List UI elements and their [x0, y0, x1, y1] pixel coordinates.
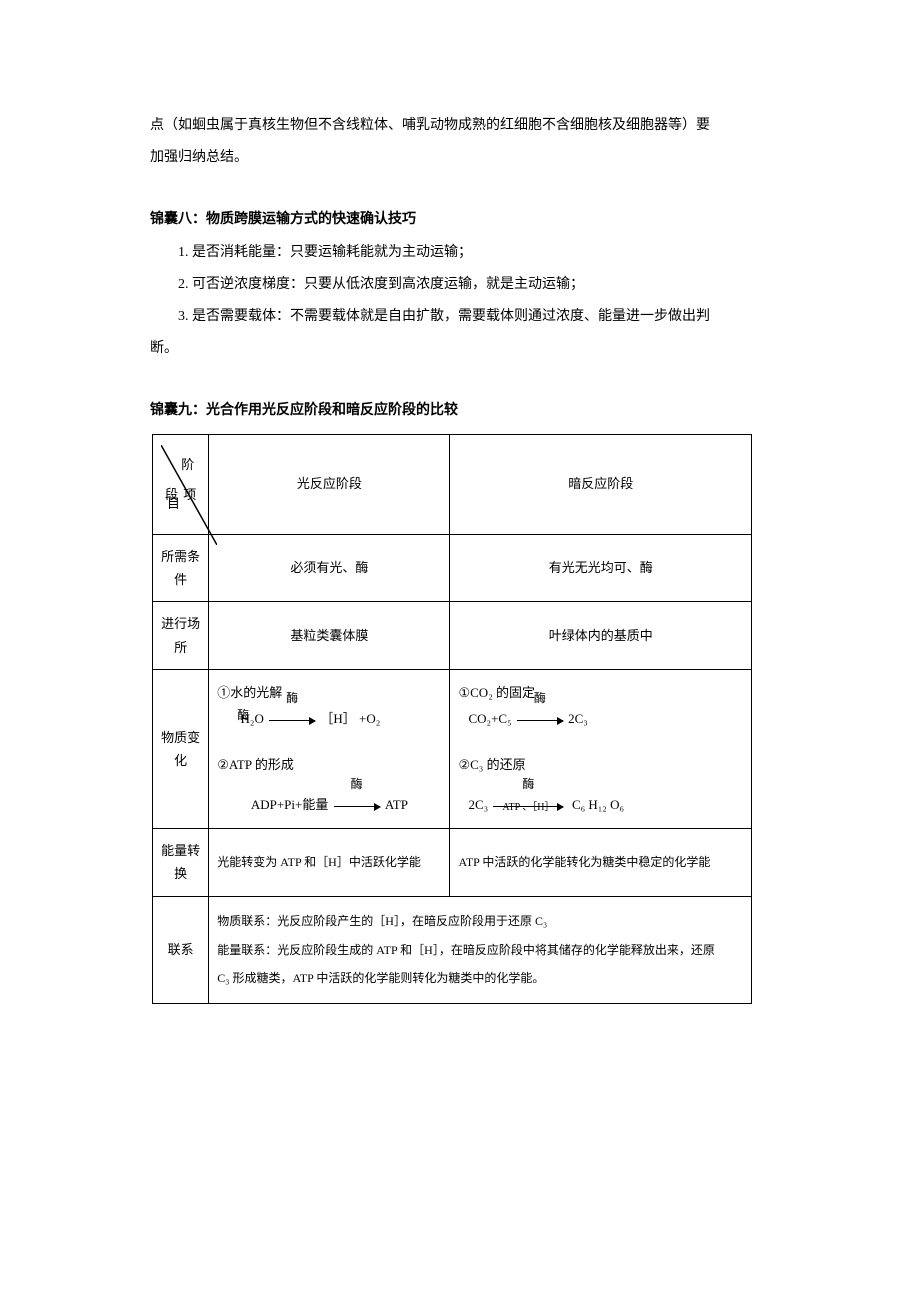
spacer — [217, 732, 441, 752]
table-header-light: 光反应阶段 — [209, 434, 450, 534]
energy-light: 光能转变为 ATP 和［H］中活跃化学能 — [209, 829, 450, 897]
arrow-wrap4: 酶 ATP 、［H］ — [491, 792, 565, 818]
light-b-title: ②ATP 的形成 — [217, 752, 441, 778]
dark-b-right: C₆ H₁₂ O₆ — [572, 797, 624, 812]
arrow-wrap2: 酶 — [332, 792, 382, 818]
table-header-diagonal: 阶 段 项 目 — [153, 434, 209, 534]
section8-item3b: 断。 — [150, 333, 770, 365]
enzyme-label2: 酶 — [267, 686, 317, 710]
diagonal-wrap: 阶 段 项 目 — [161, 445, 200, 524]
dark-reaction-b: ②C₃ 的还原 2C₃ 酶 ATP 、［H］ C₆ H₁₂ O₆ — [458, 752, 743, 818]
spacer — [458, 732, 743, 752]
table-row: 所需条件 必须有光、酶 有光无光均可、酶 — [153, 534, 752, 602]
table-row: 能量转换 光能转变为 ATP 和［H］中活跃化学能 ATP 中活跃的化学能转化为… — [153, 829, 752, 897]
place-light: 基粒类囊体膜 — [209, 602, 450, 670]
table-row: 进行场所 基粒类囊体膜 叶绿体内的基质中 — [153, 602, 752, 670]
document-page: 点（如蛔虫属于真核生物但不含线粒体、哺乳动物成熟的红细胞不含细胞核及细胞器等）要… — [150, 110, 770, 1004]
link-l2: 能量联系：光反应阶段生成的 ATP 和［H］，在暗反应阶段中将其储存的化学能释放… — [217, 936, 743, 965]
dark-reaction-a: ①CO₂ 的固定 CO₂+C₅ 酶 2C₃ — [458, 680, 743, 732]
arrow-icon — [334, 806, 380, 807]
arrow-wrap3: 酶 — [515, 706, 565, 732]
link-cell: 物质联系：光反应阶段产生的［H］，在暗反应阶段用于还原 C₃ 能量联系：光反应阶… — [209, 896, 752, 1003]
dark-a-formula: CO₂+C₅ 酶 2C₃ — [458, 706, 743, 732]
section8-item2: 2. 可否逆浓度梯度：只要从低浓度到高浓度运输，就是主动运输； — [150, 269, 770, 301]
light-a-right: ［H］ +O₂ — [320, 711, 380, 726]
place-dark: 叶绿体内的基质中 — [450, 602, 752, 670]
enzyme-label4: 酶 — [515, 686, 565, 710]
link-l1: 物质联系：光反应阶段产生的［H］，在暗反应阶段用于还原 C₃ — [217, 907, 743, 936]
energy-dark: ATP 中活跃的化学能转化为糖类中稳定的化学能 — [450, 829, 752, 897]
dark-b-formula: 2C₃ 酶 ATP 、［H］ C₆ H₁₂ O₆ — [458, 778, 743, 818]
section8-item3: 3. 是否需要载体：不需要载体就是自由扩散，需要载体则通过浓度、能量进一步做出判 — [150, 301, 770, 333]
table-header-dark: 暗反应阶段 — [450, 434, 752, 534]
table-row: 物质变化 ①水的光解 酶 H₂O 酶 ［H］ +O₂ — [153, 670, 752, 829]
row-label-energy: 能量转换 — [153, 829, 209, 897]
intro-line1: 点（如蛔虫属于真核生物但不含线粒体、哺乳动物成熟的红细胞不含细胞核及细胞器等）要 — [150, 110, 770, 142]
light-b-left: ADP+Pi+能量 — [251, 797, 329, 812]
dark-a-right: 2C₃ — [568, 711, 588, 726]
enzyme-label3: 酶 — [332, 772, 382, 796]
light-reaction-b: ②ATP 的形成 ADP+Pi+能量 酶 ATP — [217, 752, 441, 818]
table-row: 联系 物质联系：光反应阶段产生的［H］，在暗反应阶段用于还原 C₃ 能量联系：光… — [153, 896, 752, 1003]
link-l3: C₃ 形成糖类，ATP 中活跃的化学能则转化为糖类中的化学能。 — [217, 964, 743, 993]
condition-dark: 有光无光均可、酶 — [450, 534, 752, 602]
diag-mid-r: 项 — [183, 483, 196, 506]
matter-light: ①水的光解 酶 H₂O 酶 ［H］ +O₂ — [209, 670, 450, 829]
enzyme-label5: 酶 — [491, 772, 565, 796]
dark-a-left: CO₂+C₅ — [468, 711, 511, 726]
light-b-formula: ADP+Pi+能量 酶 ATP — [217, 778, 441, 818]
comparison-table: 阶 段 项 目 光反应阶段 暗反应阶段 所需条件 必须有光、酶 有光无光均可、酶… — [152, 434, 752, 1005]
intro-line2: 加强归纳总结。 — [150, 142, 770, 174]
diag-bot: 目 — [167, 492, 180, 515]
matter-dark: ①CO₂ 的固定 CO₂+C₅ 酶 2C₃ ②C₃ 的还原 2C₃ — [450, 670, 752, 829]
row-label-place: 进行场所 — [153, 602, 209, 670]
light-a-title: ①水的光解 — [217, 680, 441, 706]
arrow-icon — [269, 720, 315, 721]
light-reaction-a: ①水的光解 酶 H₂O 酶 ［H］ +O₂ — [217, 680, 441, 732]
section8-title: 锦囊八：物质跨膜运输方式的快速确认技巧 — [150, 204, 770, 236]
arrow-wrap: 酶 — [267, 706, 317, 732]
section8-item1: 1. 是否消耗能量：只要运输耗能就为主动运输； — [150, 237, 770, 269]
section9-title: 锦囊九：光合作用光反应阶段和暗反应阶段的比较 — [150, 395, 770, 427]
light-b-right: ATP — [385, 797, 408, 812]
under-label: ATP 、［H］ — [491, 798, 565, 818]
condition-light: 必须有光、酶 — [209, 534, 450, 602]
light-a-formula: 酶 H₂O 酶 ［H］ +O₂ — [217, 706, 441, 732]
arrow-icon — [517, 720, 563, 721]
row-label-matter: 物质变化 — [153, 670, 209, 829]
dark-a-title: ①CO₂ 的固定 — [458, 680, 743, 706]
diag-top: 阶 — [181, 453, 194, 476]
table-row: 阶 段 项 目 光反应阶段 暗反应阶段 — [153, 434, 752, 534]
row-label-link: 联系 — [153, 896, 209, 1003]
dark-b-left: 2C₃ — [468, 797, 488, 812]
